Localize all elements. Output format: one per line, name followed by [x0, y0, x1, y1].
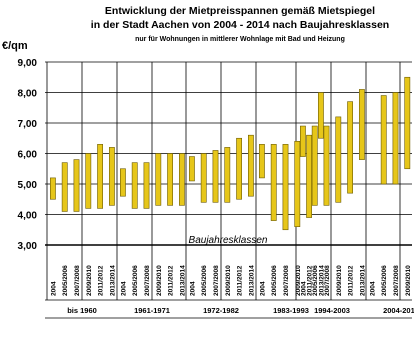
- bar-range: [270, 144, 277, 221]
- y-tick-label: 9,00: [18, 58, 38, 69]
- bar-range: [97, 144, 103, 209]
- bar-range: [258, 144, 265, 179]
- y-tick-label: 8,00: [18, 89, 38, 100]
- x-tick-label: 2005/2006: [381, 265, 388, 296]
- bar-range: [299, 125, 306, 157]
- y-tick-label: 7,00: [18, 119, 38, 130]
- y-tick-label: 6,00: [18, 150, 38, 161]
- bar-range: [85, 153, 92, 209]
- bar-range: [120, 168, 126, 197]
- bar-range: [282, 144, 289, 231]
- y-tick-label: 3,00: [18, 241, 38, 252]
- y-tick-label: 4,00: [18, 211, 38, 222]
- group-label: bis 1960: [67, 306, 97, 315]
- x-tick-label: 2013/2014: [179, 265, 186, 296]
- bar-range: [347, 101, 353, 194]
- y-axis-label: €/qm: [2, 40, 28, 52]
- bar-range: [404, 76, 411, 170]
- x-tick-label: 2013/2014: [359, 265, 366, 296]
- bar-range: [131, 162, 138, 209]
- y-tick-label: 5,00: [18, 180, 38, 191]
- bar-range: [155, 153, 162, 206]
- x-tick-label: 2013/2014: [248, 265, 255, 296]
- bar-range: [143, 162, 150, 209]
- x-tick-label: 2005/2006: [62, 265, 69, 296]
- x-tick-label: 2009/2010: [156, 265, 163, 296]
- x-tick-label: 2011/2012: [348, 265, 355, 296]
- plot-area: 3,00 4,00 5,00 6,00 7,00 8,00 9,00 2004 2005/200…: [18, 58, 414, 319]
- chart-subtitle: nur für Wohnungen in mittlerer Wohnlage …: [135, 36, 345, 43]
- x-tick-label: 2004: [120, 281, 127, 296]
- x-tick-label: 2009/2010: [295, 265, 302, 296]
- bar-range: [61, 162, 68, 212]
- x-tick-label: 2007/2008: [213, 265, 220, 296]
- bar-range: [392, 92, 399, 185]
- bar-range: [109, 147, 115, 206]
- x-tick-label: 2011/2012: [98, 265, 105, 296]
- bar-range: [311, 125, 318, 206]
- group-label: 1961-1971: [134, 306, 170, 315]
- x-tick-label: 2005/2006: [201, 265, 208, 296]
- bar-range: [73, 159, 80, 212]
- x-tick-label: 2004: [369, 281, 376, 296]
- bar-range: [200, 153, 207, 203]
- x-tick-label: 2009/2010: [225, 265, 232, 296]
- bar-range: [49, 177, 56, 200]
- x-tick-label: 2007/2008: [74, 265, 81, 296]
- x-tick-label: 2004: [259, 281, 266, 296]
- bar-range: [380, 95, 387, 185]
- x-tick-label: 2004: [300, 281, 307, 296]
- x-tick-label: 2007/2008: [144, 265, 151, 296]
- bar-range: [335, 116, 342, 203]
- bar-range: [167, 153, 173, 206]
- x-tick-label: 2004: [189, 281, 196, 296]
- bar-range: [189, 156, 195, 182]
- group-label: 1983-1993: [273, 306, 309, 315]
- bar-range: [358, 89, 365, 160]
- bar-range: [179, 153, 185, 206]
- bar-range: [306, 134, 312, 218]
- bar-range: [294, 141, 301, 228]
- x-tick-label: 2005/2006: [132, 265, 139, 296]
- x-tick-label: 2007/2008: [324, 265, 331, 296]
- group-label: 1994-2003: [314, 306, 350, 315]
- chart-title: Entwicklung der Mietpreisspannen gemäß M…: [105, 5, 375, 17]
- x-tick-label: 2013/2014: [109, 265, 116, 296]
- x-tick-label: 2011/2012: [307, 265, 314, 296]
- x-tick-label: 2009/2010: [336, 265, 343, 296]
- group-label: 1972-1982: [203, 306, 239, 315]
- bar-range: [224, 147, 231, 203]
- x-tick-label: 2009/2010: [86, 265, 93, 296]
- x-tick-label: 2013/2014: [318, 265, 325, 296]
- x-tick-label: 2005/2006: [271, 265, 278, 296]
- bar-range: [317, 92, 324, 139]
- group-label: 2004-2012: [383, 306, 414, 315]
- x-tick-label: 2005/2006: [312, 265, 319, 296]
- bar-range: [248, 134, 254, 197]
- x-tick-label: 2011/2012: [168, 265, 175, 296]
- bar-range: [236, 137, 242, 200]
- x-tick-label: 2004: [50, 281, 57, 296]
- bar-range: [212, 150, 219, 203]
- x-tick-label: 2009/2010: [405, 265, 412, 296]
- x-tick-label: 2007/2008: [283, 265, 290, 296]
- annotation-baujahresklassen: Baujahresklassen: [189, 235, 268, 246]
- x-tick-label: 2011/2012: [237, 265, 244, 296]
- chart-title-line2: in der Stadt Aachen von 2004 - 2014 nach…: [91, 19, 389, 31]
- bar-range: [323, 125, 330, 206]
- x-tick-label: 2007/2008: [393, 265, 400, 296]
